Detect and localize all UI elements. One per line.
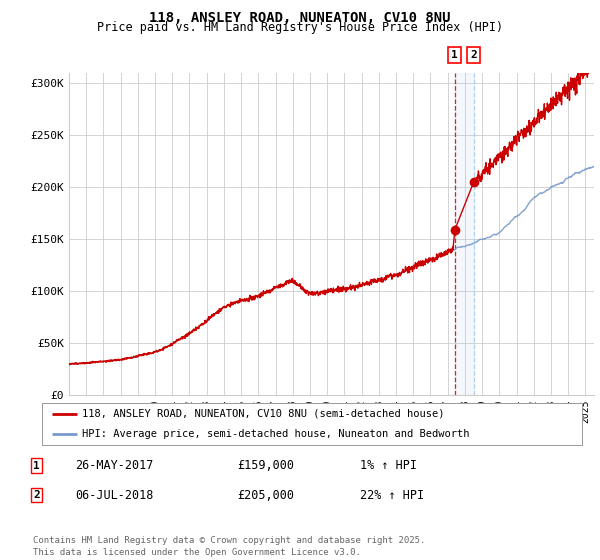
Text: 1: 1 xyxy=(451,50,458,60)
Text: 2: 2 xyxy=(470,50,477,60)
Text: 22% ↑ HPI: 22% ↑ HPI xyxy=(360,488,424,502)
Text: 118, ANSLEY ROAD, NUNEATON, CV10 8NU (semi-detached house): 118, ANSLEY ROAD, NUNEATON, CV10 8NU (se… xyxy=(83,409,445,419)
Text: 06-JUL-2018: 06-JUL-2018 xyxy=(75,488,154,502)
Text: 26-MAY-2017: 26-MAY-2017 xyxy=(75,459,154,473)
Text: £205,000: £205,000 xyxy=(237,488,294,502)
Text: £159,000: £159,000 xyxy=(237,459,294,473)
Bar xyxy=(455,73,473,395)
Text: Price paid vs. HM Land Registry's House Price Index (HPI): Price paid vs. HM Land Registry's House … xyxy=(97,21,503,34)
Text: 118, ANSLEY ROAD, NUNEATON, CV10 8NU: 118, ANSLEY ROAD, NUNEATON, CV10 8NU xyxy=(149,11,451,25)
Text: 2: 2 xyxy=(33,490,40,500)
Text: HPI: Average price, semi-detached house, Nuneaton and Bedworth: HPI: Average price, semi-detached house,… xyxy=(83,429,470,439)
Text: 1% ↑ HPI: 1% ↑ HPI xyxy=(360,459,417,473)
Text: Contains HM Land Registry data © Crown copyright and database right 2025.
This d: Contains HM Land Registry data © Crown c… xyxy=(33,536,425,557)
Text: 1: 1 xyxy=(33,461,40,471)
